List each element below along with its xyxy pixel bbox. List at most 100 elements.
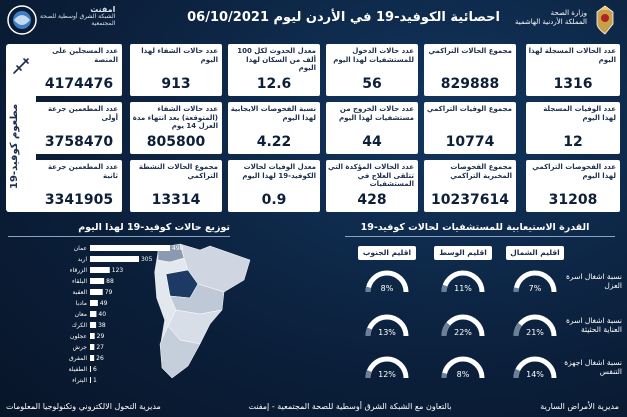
bar-value: 498 xyxy=(172,245,184,252)
vaccine-box-value: 4174476 xyxy=(44,76,114,92)
gauge-fill xyxy=(513,368,521,379)
stat-box-label: مجموع الوفيات التراكمي xyxy=(426,105,512,113)
gauge-percent: 22% xyxy=(454,328,472,337)
capacity-row-label: نسبة اشغال اسرة العزل xyxy=(566,272,622,290)
stat-box-label: عدد الفحوصات التراكمي لهذا اليوم xyxy=(532,163,616,180)
bar-label: عمان xyxy=(74,245,87,252)
stat-box-value: 805800 xyxy=(146,134,206,150)
stat-box: عدد حالات الدخول للمستشفيات لهذا اليوم 56 xyxy=(326,44,418,96)
bar-value: 6 xyxy=(93,366,97,373)
bar xyxy=(90,245,170,251)
bar-label: اربد xyxy=(78,256,88,263)
stat-box-label: مجموع الفحوصات المخبرية التراكمي xyxy=(450,163,512,180)
stat-box: عدد حالات الشفاء لهذا اليوم 913 xyxy=(130,44,222,96)
stat-box-label: معدل الوفيات لحالات الكوفيد-19 لهذا اليو… xyxy=(242,163,316,180)
gauge-percent: 12% xyxy=(378,370,396,379)
bar xyxy=(90,256,139,262)
ministry-line1: وزارة الصحة xyxy=(550,9,587,17)
stat-box-label: معدل الحدوث لكل 100 ألف من السكان لهذا ا… xyxy=(237,47,316,72)
stat-box-label: عدد حالات الشفاء لهذا اليوم xyxy=(141,47,218,64)
gauge-fill xyxy=(441,372,448,379)
vaccine-box-label: عدد المسجلين على المنصة xyxy=(52,47,118,64)
stat-box: معدل الحدوث لكل 100 ألف من السكان لهذا ا… xyxy=(228,44,320,96)
stat-box-label: نسبة الفحوصات الايجابية لهذا اليوم xyxy=(230,105,316,122)
bar-label: مادبا xyxy=(76,300,87,307)
stat-box: نسبة الفحوصات الايجابية لهذا اليوم 4.22 xyxy=(228,102,320,154)
bar-value: 49 xyxy=(100,300,108,307)
gauge-percent: 7% xyxy=(528,284,542,293)
vaccine-title: مطعوم كوفيد-19 xyxy=(9,103,20,189)
gauge-fill xyxy=(513,322,523,337)
capacity-gauge xyxy=(365,270,409,293)
bar-value: 38 xyxy=(98,322,106,329)
bar xyxy=(90,322,97,328)
bar xyxy=(90,333,95,339)
bar-label: البتراء xyxy=(72,377,87,384)
stat-box-value: 4.22 xyxy=(256,134,292,150)
gauge-fill xyxy=(441,284,448,293)
bar-value: 26 xyxy=(96,355,104,362)
vaccine-box-label: عدد المطعمين جرعة ثانية xyxy=(47,163,118,180)
region-header: اقليم الشمال xyxy=(506,246,564,260)
bar-value: 79 xyxy=(105,289,113,296)
jordan-emblem-icon xyxy=(596,5,614,35)
stat-box-label: عدد حالات الدخول للمستشفيات لهذا اليوم xyxy=(333,47,414,64)
stat-box: مجموع الفحوصات المخبرية التراكمي 10237614 xyxy=(424,160,516,212)
stat-box-label: عدد حالات الخروج من مستشفيات لهذا اليوم xyxy=(339,105,414,122)
capacity-gauge xyxy=(513,270,557,293)
stat-box: مجموع الوفيات التراكمي 10774 xyxy=(424,102,516,154)
stat-box-label: عدد حالات الشفاء (المتوقعة) بعد انتهاء م… xyxy=(132,105,218,130)
bar-label: العقبة xyxy=(73,289,88,296)
bar-value: 29 xyxy=(97,333,105,340)
bar-value: 1 xyxy=(93,377,97,384)
region-header: اقليم الوسط xyxy=(434,246,492,260)
distribution-title-underline xyxy=(8,236,230,237)
stat-box-value: 428 xyxy=(357,192,387,208)
capacity-gauge xyxy=(513,356,557,379)
capacity-row-label: نسبة اشغال اجهزة التنفس xyxy=(564,358,622,376)
gauge-percent: 8% xyxy=(456,370,470,379)
emphnet-sub2: المجتمعية xyxy=(91,20,116,27)
bar xyxy=(90,289,103,295)
stat-box-value: 10774 xyxy=(445,134,495,150)
vaccine-box-value: 3758470 xyxy=(44,134,114,150)
stat-box: عدد الفحوصات التراكمي لهذا اليوم 31208 xyxy=(526,160,620,212)
stat-box-label: مجموع الحالات النشطة التراكمي xyxy=(138,163,218,180)
stat-box: عدد حالات الخروج من مستشفيات لهذا اليوم 4… xyxy=(326,102,418,154)
capacity-gauge xyxy=(441,356,485,379)
bar xyxy=(90,278,105,284)
page-title: احصائية الكوفيد-19 في الأردن ليوم 06/10/… xyxy=(187,10,500,25)
stat-box-label: عدد الحالات المسجلة لهذا اليوم xyxy=(528,47,616,64)
region-header: اقليم الجنوب xyxy=(358,246,416,260)
capacity-gauge xyxy=(365,356,409,379)
vaccine-box-label: عدد المطعمين جرعة أولى xyxy=(47,105,118,122)
gauge-percent: 14% xyxy=(526,370,544,379)
vaccine-box: عدد المسجلين على المنصة 4174476 xyxy=(36,44,122,96)
capacity-gauge xyxy=(513,314,557,337)
gauge-fill xyxy=(365,286,372,293)
ministry-line2: المملكة الأردنية الهاشمية xyxy=(514,18,587,26)
emphnet-name: امفنت xyxy=(90,5,116,14)
capacity-row-label: نسبة اشغال اسرة العناية الحثيثة xyxy=(566,316,622,334)
bar xyxy=(90,355,95,361)
stat-box: عدد الوفيات المسجلة لهذا اليوم 12 xyxy=(526,102,620,154)
capacity-title-underline xyxy=(345,236,615,237)
capacity-gauge xyxy=(365,314,409,337)
stat-box: عدد حالات الشفاء (المتوقعة) بعد انتهاء م… xyxy=(130,102,222,154)
stat-box: مجموع الحالات التراكمي 829888 xyxy=(424,44,516,96)
footer: مديرية الأمراض السارية بالتعاون مع الشبك… xyxy=(0,398,627,417)
vaccine-box: عدد المطعمين جرعة ثانية 3341905 xyxy=(36,160,122,212)
bar-value: 123 xyxy=(112,267,124,274)
header: امفنت الشبكة الشرق أوسطية للصحة المجتمعي… xyxy=(0,0,627,40)
stat-box-value: 829888 xyxy=(440,76,500,92)
bar-value: 88 xyxy=(106,278,114,285)
emphnet-text: امفنت الشبكة الشرق أوسطية للصحة المجتمعي… xyxy=(40,5,116,28)
footer-right: مديرية الأمراض السارية xyxy=(540,402,619,411)
gauge-percent: 13% xyxy=(378,328,396,337)
syringe-icon xyxy=(13,58,29,74)
stat-box: معدل الوفيات لحالات الكوفيد-19 لهذا اليو… xyxy=(228,160,320,212)
stat-box-label: عدد الوفيات المسجلة لهذا اليوم xyxy=(543,105,616,122)
stat-box-value: 1316 xyxy=(553,76,593,92)
bar xyxy=(90,267,110,273)
bar-label: الكرك xyxy=(72,322,87,329)
